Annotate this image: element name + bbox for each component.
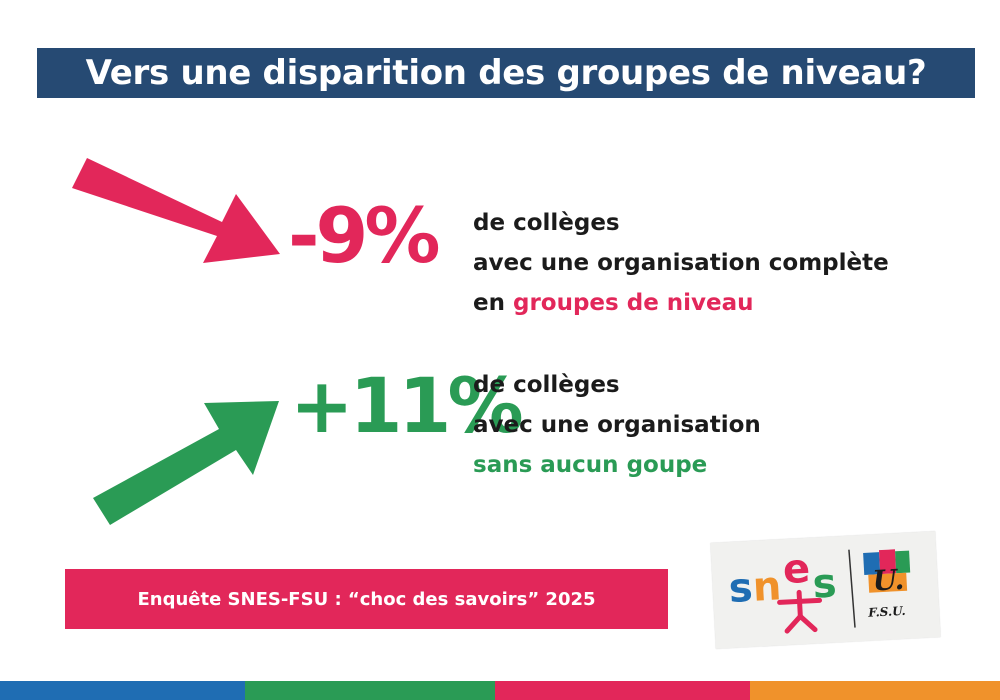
logo-letter-e: e	[782, 546, 812, 593]
logo-letter-s1: s	[728, 565, 754, 612]
logo-fsu-block-red	[878, 549, 897, 575]
desc-line-1: de collèges	[473, 372, 620, 398]
stat-decrease-description: de collèges avec une organisation complè…	[473, 203, 889, 323]
title-banner: Vers une disparition des groupes de nive…	[37, 48, 975, 98]
logo-fsu-block-green	[895, 550, 911, 574]
arrow-down-shape	[72, 158, 280, 263]
desc-line-1: de collèges	[473, 210, 620, 236]
logo-graphic: s n e s U. F.S.U.	[728, 546, 911, 634]
bottom-stripe-green	[245, 681, 495, 700]
desc-line-2: avec une organisation	[473, 412, 761, 438]
arrow-up-shape	[93, 401, 279, 525]
bottom-stripe-blue	[0, 681, 245, 700]
logo-figure	[777, 589, 823, 634]
desc-line-2: avec une organisation complète	[473, 250, 889, 276]
logo-fsu-u: U.	[872, 563, 905, 598]
logo-fsu-block-blue	[863, 552, 881, 575]
logo-fsu-text: F.S.U.	[867, 604, 906, 620]
stat-increase-description: de collèges avec une organisation sans a…	[473, 365, 761, 485]
arrow-down-right-icon	[72, 158, 280, 263]
stat-increase-value: +11%	[290, 361, 524, 450]
page-title: Vers une disparition des groupes de nive…	[85, 53, 927, 93]
highlight-groupes-de-niveau: groupes de niveau	[512, 290, 754, 316]
logo-fsu-block-orange	[868, 572, 908, 593]
bottom-stripe-orange	[750, 681, 1000, 700]
logo-divider	[848, 549, 856, 628]
desc-line-3: en groupes de niveau	[473, 283, 889, 323]
desc-line-3-prefix: en	[473, 290, 513, 316]
bottom-stripe-red	[495, 681, 750, 700]
highlight-sans-aucun-goupe: sans aucun goupe	[473, 452, 708, 478]
arrow-up-right-icon	[93, 401, 279, 525]
snes-fsu-logo: s n e s U. F.S.U.	[710, 531, 941, 649]
source-text: Enquête SNES-FSU : “choc des savoirs” 20…	[137, 588, 596, 610]
source-banner: Enquête SNES-FSU : “choc des savoirs” 20…	[65, 569, 668, 629]
stat-decrease-value: -9%	[288, 191, 441, 280]
